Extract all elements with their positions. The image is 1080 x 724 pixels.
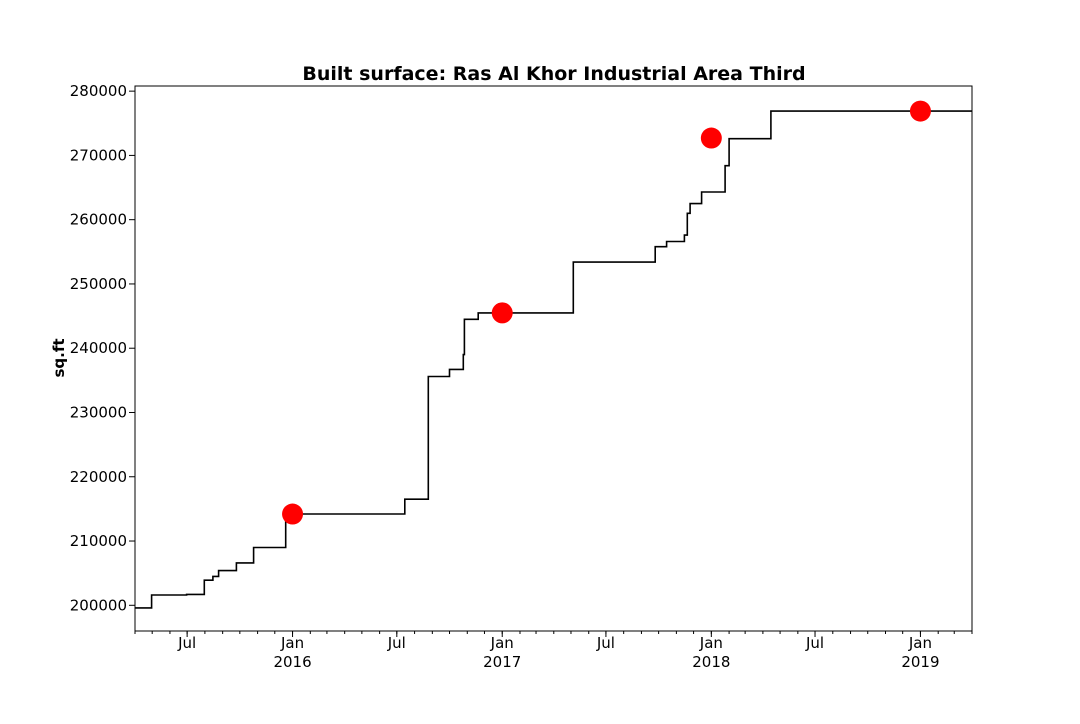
x-tick-label: Jul xyxy=(387,634,406,652)
x-tick-label: Jul xyxy=(805,634,824,652)
x-tick-year-label: 2018 xyxy=(692,653,730,671)
y-tick-label: 260000 xyxy=(70,211,127,229)
x-tick-label: Jan xyxy=(908,634,932,652)
data-point-marker xyxy=(491,302,513,324)
y-tick-label: 200000 xyxy=(70,596,127,614)
data-point-marker xyxy=(282,503,304,525)
x-tick-year-label: 2017 xyxy=(483,653,521,671)
y-tick-label: 220000 xyxy=(70,468,127,486)
x-tick-label: Jan xyxy=(280,634,304,652)
data-point-marker xyxy=(700,127,722,149)
y-tick-label: 240000 xyxy=(70,339,127,357)
chart-title: Built surface: Ras Al Khor Industrial Ar… xyxy=(302,63,805,85)
x-tick-label: Jul xyxy=(596,634,615,652)
x-tick-label: Jan xyxy=(699,634,723,652)
built-surface-step-line xyxy=(135,110,972,609)
x-tick-year-label: 2019 xyxy=(901,653,939,671)
x-tick-label: Jul xyxy=(177,634,196,652)
y-tick-label: 230000 xyxy=(70,403,127,421)
y-tick-label: 270000 xyxy=(70,146,127,164)
y-tick-label: 250000 xyxy=(70,275,127,293)
axes-frame xyxy=(134,85,973,632)
y-axis-label: sq.ft xyxy=(50,338,68,377)
y-tick-label: 210000 xyxy=(70,532,127,550)
data-point-marker xyxy=(909,100,931,122)
x-tick-year-label: 2016 xyxy=(273,653,311,671)
x-tick-label: Jan xyxy=(490,634,514,652)
y-tick-label: 280000 xyxy=(70,82,127,100)
